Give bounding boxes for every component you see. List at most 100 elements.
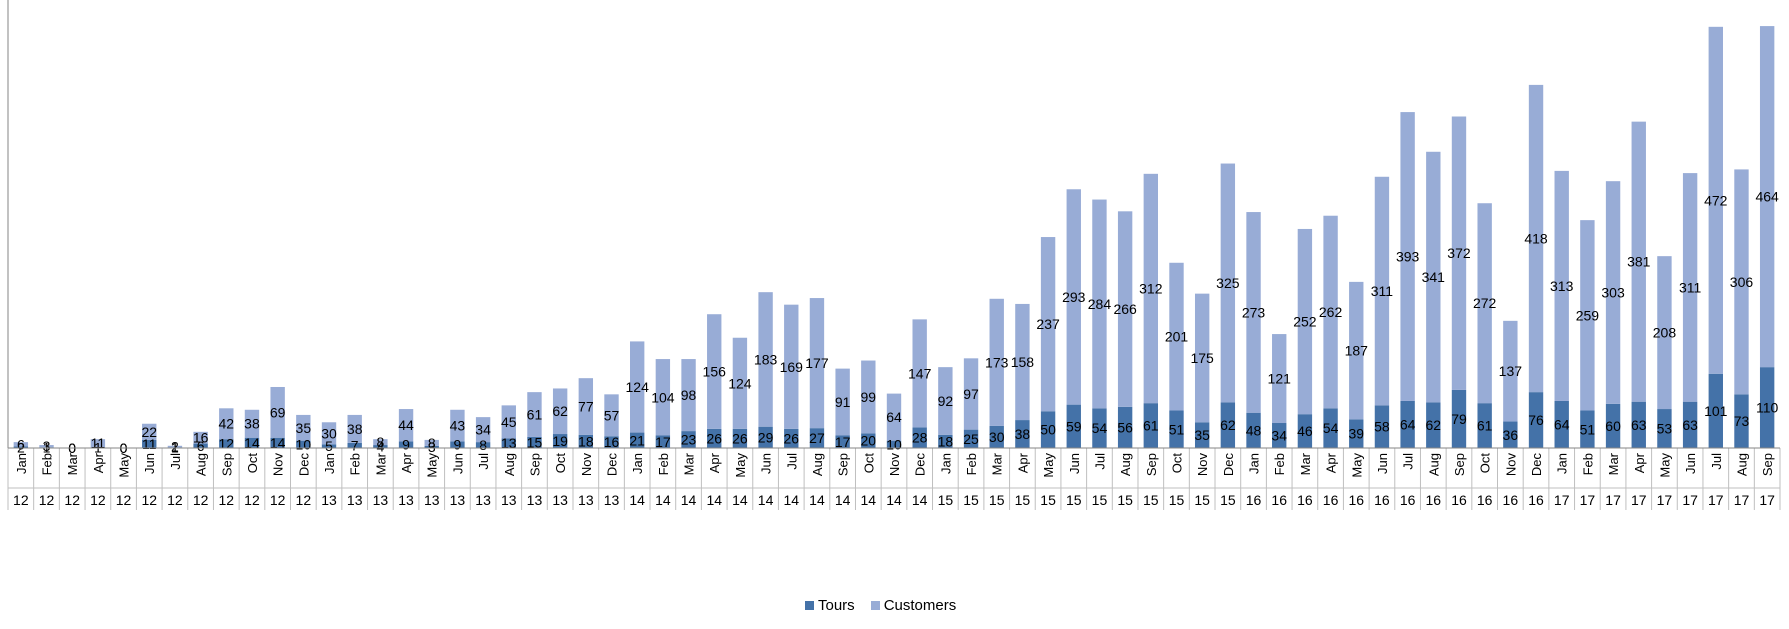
x-tick-label-month: Jul [1709,453,1724,470]
x-tick-label-month: Aug [1118,453,1133,476]
bar-customers [1657,256,1672,410]
bar-tours [270,437,285,448]
x-tick-label-year: 15 [1040,492,1056,508]
x-tick-label-year: 13 [578,492,594,508]
x-tick-label-year: 13 [604,492,620,508]
bar-customers [604,394,619,437]
x-tick-label-year: 12 [116,492,132,508]
bar-customers [912,319,927,428]
x-tick-label-month: Feb [1272,453,1287,475]
x-tick-label-month: Aug [502,453,517,476]
bar-customers [1631,121,1646,402]
x-tick-label-year: 14 [861,492,877,508]
x-tick-label-year: 17 [1708,492,1724,508]
data-label-customers: 237 [1036,316,1060,332]
data-label-tours: 60 [1605,418,1621,434]
bar-customers [1272,334,1287,424]
data-label-customers: 91 [835,394,851,410]
bar-tours [1349,419,1364,448]
x-tick-label-month: Sep [836,453,851,476]
data-label-tours: 51 [1580,421,1596,437]
bar-tours [1426,402,1441,448]
data-label-customers: 35 [296,420,312,436]
x-tick-label-month: May [425,453,440,478]
data-label-customers: 284 [1088,296,1112,312]
bar-customers [784,304,799,429]
x-tick-label-year: 16 [1271,492,1287,508]
x-tick-label-month: Dec [605,453,620,477]
bar-customers [886,393,902,441]
x-tick-label-year: 14 [732,492,748,508]
data-label-tours: 48 [1246,422,1262,438]
x-tick-label-year: 14 [886,492,902,508]
data-label-customers: 312 [1139,280,1163,296]
bar-tours [450,441,465,448]
bar-customers [1117,211,1133,407]
x-tick-label-year: 14 [809,492,825,508]
data-label-tours: 2 [17,439,25,455]
x-tick-label-year: 15 [1220,492,1236,508]
bar-customers [1682,173,1698,402]
x-tick-label-month: Jan [1247,453,1262,474]
bar-customers [142,423,157,440]
bar-tours [1220,402,1236,448]
bar-tours [681,431,696,448]
bar-tours [1246,412,1261,448]
bar-tours [1451,389,1467,448]
x-tick-label-month: Dec [913,453,928,477]
bar-customers [244,409,260,438]
x-tick-label-month: Jan [322,453,337,474]
x-tick-label-year: 12 [90,492,106,508]
bar-customers [90,439,106,448]
data-label-customers: 381 [1627,254,1651,270]
data-label-customers: 313 [1550,278,1574,294]
x-tick-label-month: Nov [579,453,594,477]
data-label-tours: 53 [1657,421,1673,437]
data-label-tours: 34 [1271,428,1287,444]
bar-customers [1400,112,1415,401]
legend: Tours Customers [805,597,956,614]
x-tick-label-month: Apr [399,452,414,473]
x-tick-label-month: Sep [219,453,234,476]
bar-tours [1708,373,1723,448]
bar-tours [1015,420,1030,448]
bar-customers [321,422,337,445]
bar-customers [193,431,208,444]
x-tick-label-year: 13 [475,492,491,508]
x-tick-label-year: 12 [244,492,260,508]
data-label-customers: 169 [780,359,804,375]
data-label-tours: 30 [989,429,1005,445]
data-label-customers: 64 [886,409,902,425]
data-label-customers: 208 [1653,325,1677,341]
x-tick-label-month: Sep [1452,453,1467,476]
data-label-tours: 35 [1194,427,1210,443]
x-tick-label-month: Mar [682,452,697,475]
x-tick-label-month: Jul [168,453,183,470]
x-tick-label-year: 17 [1605,492,1621,508]
bar-customers [1451,116,1467,390]
x-tick-label-month: Mar [990,452,1005,475]
data-label-tours: 59 [1066,418,1082,434]
bar-customers [1349,281,1364,420]
x-tick-label-year: 14 [758,492,774,508]
x-tick-label-month: Jul [1092,453,1107,470]
data-label-tours: 54 [1092,420,1108,436]
x-tick-label-month: Mar [1606,452,1621,475]
bar-customers [835,368,850,436]
data-label-tours: 29 [758,429,774,445]
bar-customers [655,359,671,436]
data-label-customers: 8 [428,435,436,451]
x-tick-label-month: Jul [1401,453,1416,470]
data-label-tours: 21 [629,432,645,448]
x-tick-label-month: Jul [784,453,799,470]
x-tick-label-year: 13 [373,492,389,508]
data-label-tours: 9 [454,437,462,453]
x-tick-label-month: Apr [1632,452,1647,473]
x-tick-label-year: 14 [912,492,928,508]
bar-customers [219,408,234,440]
bar-tours [193,443,208,448]
x-tick-label-month: Aug [1426,453,1441,476]
data-label-tours: 4 [376,439,384,455]
data-label-tours: 14 [244,435,260,451]
